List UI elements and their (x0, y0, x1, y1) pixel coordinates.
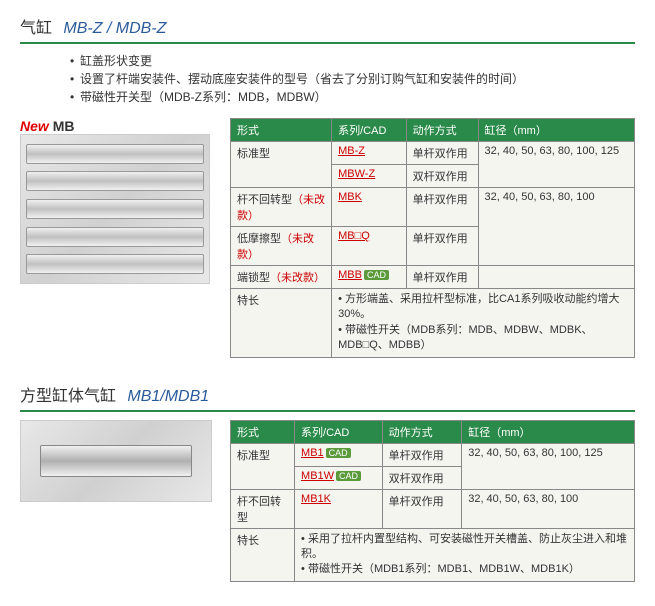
bullet-list: 缸盖形状变更 设置了杆端安装件、摆动底座安装件的型号（省去了分别订购气缸和安装件… (30, 52, 635, 106)
cell-action: 单杆双作用 (406, 266, 478, 289)
cell-form: 杆不回转型（未改款） (231, 188, 332, 227)
image-column: New MB (20, 118, 220, 284)
cell-series: MB1CAD (295, 443, 383, 466)
cell-form: 端锁型（未改款） (231, 266, 332, 289)
cylinder-image (20, 420, 212, 502)
series-link[interactable]: MB1 (301, 447, 324, 459)
title-model: MB1/MDB1 (127, 388, 209, 405)
cell-series: MB□Q (332, 227, 406, 266)
content-row: New MB 形式 系列/CAD 动作方式 缸径（mm） 标准型 MB-Z 单杆… (20, 118, 635, 358)
cell-action: 单杆双作用 (406, 188, 478, 227)
table-row: 端锁型（未改款） MBBCAD 单杆双作用 (231, 266, 635, 289)
cell-series: MBK (332, 188, 406, 227)
cylinder-image (20, 134, 210, 284)
th-form: 形式 (231, 119, 332, 142)
cell-series: MBW-Z (332, 165, 406, 188)
th-series: 系列/CAD (295, 420, 383, 443)
table-row: 标准型 MB1CAD 单杆双作用 32, 40, 50, 63, 80, 100… (231, 443, 635, 466)
new-badge: New MB (20, 118, 220, 134)
title-bar: 方型缸体气缸 MB1/MDB1 (20, 378, 635, 412)
title-label: 方型缸体气缸 (20, 388, 116, 405)
spec-table-1: 形式 系列/CAD 动作方式 缸径（mm） 标准型 MB-Z 单杆双作用 32,… (230, 118, 635, 358)
title-model: MB-Z / MDB-Z (63, 20, 166, 37)
cell-note: • 采用了拉杆内置型结构、可安装磁性开关槽盖、防止灰尘进入和堆积。 • 带磁性开… (295, 528, 635, 581)
cell-action: 单杆双作用 (406, 227, 478, 266)
cell-form: 标准型 (231, 142, 332, 188)
section-mb1: 方型缸体气缸 MB1/MDB1 形式 系列/CAD 动作方式 缸径（mm） 标准… (0, 368, 655, 592)
series-link[interactable]: MB1K (301, 493, 331, 505)
table-row: 杆不回转型 MB1K 单杆双作用 32, 40, 50, 63, 80, 100 (231, 489, 635, 528)
cell-action: 单杆双作用 (382, 443, 462, 466)
image-column (20, 420, 220, 502)
table-row: 标准型 MB-Z 单杆双作用 32, 40, 50, 63, 80, 100, … (231, 142, 635, 165)
series-link[interactable]: MBW-Z (338, 168, 375, 180)
cell-form: 特长 (231, 289, 332, 358)
th-action: 动作方式 (406, 119, 478, 142)
bullet-item: 缸盖形状变更 (70, 52, 635, 70)
cell-bore: 32, 40, 50, 63, 80, 100 (478, 188, 634, 266)
cell-bore: 32, 40, 50, 63, 80, 100 (462, 489, 635, 528)
section-mb-z: 气缸 MB-Z / MDB-Z 缸盖形状变更 设置了杆端安装件、摆动底座安装件的… (0, 0, 655, 368)
cad-badge: CAD (336, 471, 361, 481)
title-label: 气缸 (20, 20, 52, 37)
cell-form: 杆不回转型 (231, 489, 295, 528)
cad-badge: CAD (326, 448, 351, 458)
cell-series: MB-Z (332, 142, 406, 165)
series-link[interactable]: MBK (338, 191, 362, 203)
cell-form: 低摩擦型（未改款） (231, 227, 332, 266)
cell-series: MB1K (295, 489, 383, 528)
th-bore: 缸径（mm） (462, 420, 635, 443)
table-row: 杆不回转型（未改款） MBK 单杆双作用 32, 40, 50, 63, 80,… (231, 188, 635, 227)
cell-form: 特长 (231, 528, 295, 581)
cell-bore: 32, 40, 50, 63, 80, 100, 125 (462, 443, 635, 489)
title-bar: 气缸 MB-Z / MDB-Z (20, 10, 635, 44)
series-link[interactable]: MB1W (301, 470, 334, 482)
series-link[interactable]: MBB (338, 269, 362, 281)
cell-series: MBBCAD (332, 266, 406, 289)
cell-bore: 32, 40, 50, 63, 80, 100, 125 (478, 142, 634, 188)
th-action: 动作方式 (382, 420, 462, 443)
th-bore: 缸径（mm） (478, 119, 634, 142)
cell-action: 单杆双作用 (406, 142, 478, 165)
th-form: 形式 (231, 420, 295, 443)
content-row: 形式 系列/CAD 动作方式 缸径（mm） 标准型 MB1CAD 单杆双作用 3… (20, 420, 635, 582)
spec-table-2: 形式 系列/CAD 动作方式 缸径（mm） 标准型 MB1CAD 单杆双作用 3… (230, 420, 635, 582)
th-series: 系列/CAD (332, 119, 406, 142)
cell-action: 单杆双作用 (382, 489, 462, 528)
table-header-row: 形式 系列/CAD 动作方式 缸径（mm） (231, 119, 635, 142)
table-header-row: 形式 系列/CAD 动作方式 缸径（mm） (231, 420, 635, 443)
series-link[interactable]: MB□Q (338, 230, 370, 242)
cell-action: 双杆双作用 (382, 466, 462, 489)
cell-note: • 方形端盖、采用拉杆型标准，比CA1系列吸收动能约增大30%。 • 带磁性开关… (332, 289, 635, 358)
table-row: 特长 • 采用了拉杆内置型结构、可安装磁性开关槽盖、防止灰尘进入和堆积。 • 带… (231, 528, 635, 581)
bullet-item: 设置了杆端安装件、摆动底座安装件的型号（省去了分别订购气缸和安装件的时间） (70, 70, 635, 88)
cell-series: MB1WCAD (295, 466, 383, 489)
cell-action: 双杆双作用 (406, 165, 478, 188)
cell-bore (478, 266, 634, 289)
series-link[interactable]: MB-Z (338, 145, 365, 157)
cell-form: 标准型 (231, 443, 295, 489)
cad-badge: CAD (364, 270, 389, 280)
table-row: 特长 • 方形端盖、采用拉杆型标准，比CA1系列吸收动能约增大30%。 • 带磁… (231, 289, 635, 358)
bullet-item: 带磁性开关型（MDB-Z系列：MDB，MDBW） (70, 88, 635, 106)
